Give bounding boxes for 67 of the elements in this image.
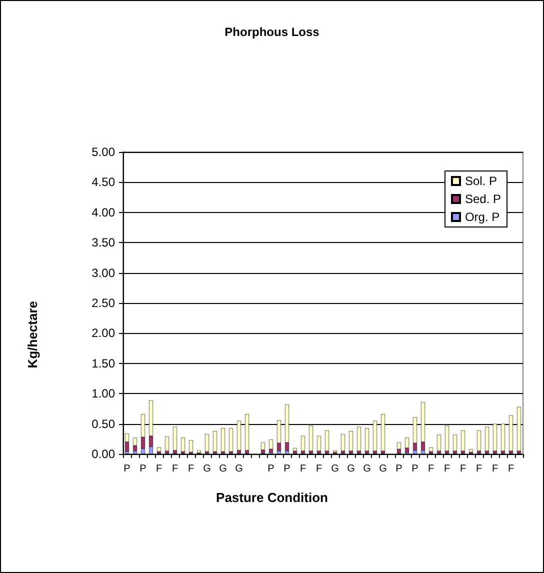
bar (269, 440, 273, 450)
x-axis-title: Pasture Condition (216, 490, 328, 505)
x-tick-label: F (188, 464, 194, 474)
bar (221, 428, 225, 452)
x-tick-label: G (331, 464, 340, 474)
x-tick-label: G (219, 464, 228, 474)
bar (325, 430, 329, 451)
x-tick-label: G (347, 464, 356, 474)
y-tick-label: 5.00 (92, 145, 116, 159)
y-tick-label: 2.50 (92, 296, 116, 310)
x-tick-label: F (460, 464, 466, 474)
x-tick-label: F (508, 464, 514, 474)
y-tick-label: 4.00 (92, 205, 116, 220)
bar (293, 450, 297, 454)
x-tick-label: P (284, 464, 291, 474)
x-tick-label: P (268, 464, 275, 474)
bar (213, 431, 217, 452)
chart-title: Phorphous Loss (224, 25, 320, 39)
bar (453, 434, 457, 451)
bar (365, 428, 369, 451)
bar (437, 434, 441, 451)
x-tick-label: F (492, 464, 498, 474)
x-tick-label: F (172, 464, 178, 474)
x-tick-label: G (235, 464, 244, 474)
bar (397, 442, 401, 450)
y-tick-label: 3.50 (92, 236, 116, 250)
x-tick-label: F (428, 464, 434, 474)
bar (317, 436, 321, 451)
x-tick-label: G (379, 464, 388, 474)
bar (205, 434, 209, 452)
x-tick-label: F (300, 464, 306, 474)
y-tick-label: 4.50 (92, 175, 116, 190)
legend-label: Org. P (464, 210, 500, 224)
y-tick-label: 0.00 (92, 447, 116, 461)
bar (293, 448, 297, 451)
y-axis-title: Kg/hectare (25, 300, 40, 368)
bar (429, 447, 433, 452)
x-tick-label: F (316, 464, 322, 474)
y-tick-label: 1.50 (92, 356, 116, 370)
x-tick-label: F (444, 464, 450, 474)
x-tick-label: P (412, 464, 419, 474)
y-tick-label: 3.00 (92, 266, 116, 280)
bar (469, 449, 473, 452)
y-tick-label: 2.00 (92, 326, 116, 340)
bar (349, 431, 353, 451)
bar (477, 430, 481, 451)
legend-label: Sol. P (464, 174, 497, 188)
x-tick-label: P (124, 464, 131, 474)
x-tick-label: G (363, 464, 372, 474)
x-tick-label: F (156, 464, 162, 474)
legend-label: Sed. P (464, 192, 502, 206)
bar (261, 442, 265, 450)
bar (341, 434, 345, 451)
bar (301, 436, 305, 451)
y-tick-label: 0.50 (92, 416, 116, 431)
x-tick-label: G (203, 464, 212, 474)
bar (461, 430, 465, 451)
bar (197, 450, 201, 453)
x-tick-label: F (476, 464, 482, 474)
bar (165, 436, 169, 451)
x-tick-label: P (396, 464, 403, 474)
bar (229, 428, 233, 452)
bar (181, 438, 185, 452)
y-tick-label: 1.00 (92, 386, 116, 401)
bar (157, 447, 161, 452)
x-tick-label: P (140, 464, 147, 474)
bar (189, 440, 193, 452)
